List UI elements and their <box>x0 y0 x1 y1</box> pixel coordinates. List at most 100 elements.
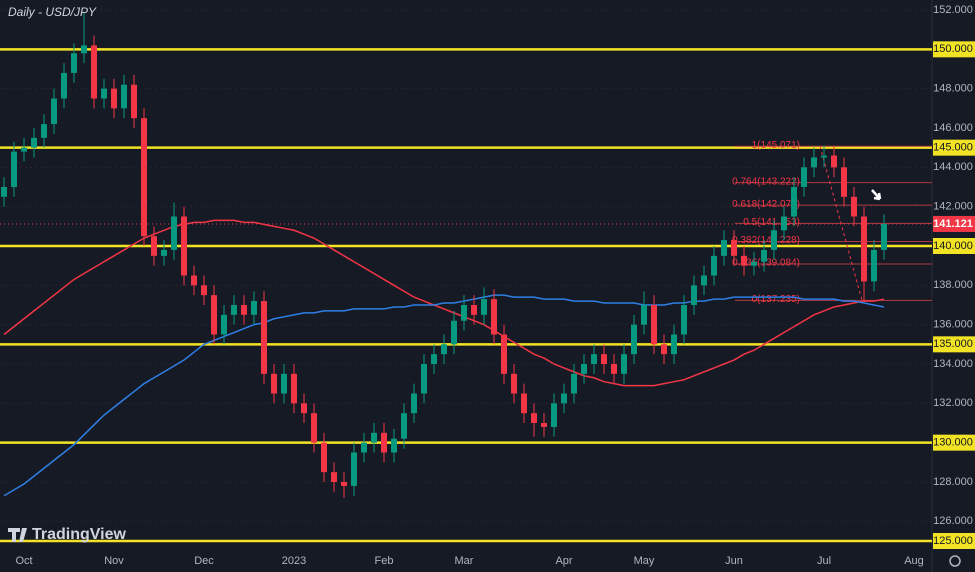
candle-body <box>871 249 877 282</box>
candle-body <box>801 167 807 187</box>
fib-label: 0.5(141.153) <box>743 217 800 228</box>
level-label: 150.000 <box>933 43 973 55</box>
candle-body <box>361 442 367 453</box>
candle-body <box>421 364 427 394</box>
candle-body <box>741 255 747 266</box>
candle-body <box>301 403 307 414</box>
candle-body <box>731 240 737 256</box>
fib-label: 0.236(139.084) <box>732 258 800 269</box>
candle-body <box>131 84 137 119</box>
candle-body <box>221 314 227 335</box>
candle-body <box>71 53 77 73</box>
candle-body <box>581 364 587 374</box>
candle-body <box>791 187 797 217</box>
candle-body <box>881 223 887 250</box>
candle-body <box>471 305 477 315</box>
y-tick-label: 152.000 <box>933 4 973 16</box>
candle-body <box>591 354 597 364</box>
moving-average <box>3 294 885 497</box>
axes: 126.000 128.000 132.000 134.000 136.000 138.0… <box>15 4 975 567</box>
level-label: 125.000 <box>933 535 973 547</box>
y-tick-label: 134.000 <box>933 358 973 370</box>
candle-body <box>101 88 107 99</box>
y-tick-label: 126.000 <box>933 515 973 527</box>
watermark-text: TradingView <box>32 526 127 543</box>
settings-icon[interactable] <box>949 555 961 567</box>
candle-body <box>751 261 757 266</box>
candle-body <box>781 216 787 231</box>
y-tick-label: 144.000 <box>933 161 973 173</box>
candle-body <box>251 301 257 315</box>
grid <box>0 9 932 522</box>
candle-body <box>691 285 697 305</box>
candle-body <box>201 285 207 296</box>
candle-body <box>631 324 637 355</box>
x-tick-label: 2023 <box>282 555 306 567</box>
moving-average <box>3 219 885 387</box>
candle-body <box>611 364 617 374</box>
candle-body <box>511 373 517 394</box>
y-tick-label: 142.000 <box>933 201 973 213</box>
candle-body <box>111 88 117 109</box>
candle-body <box>661 344 667 355</box>
fib-label: 0.382(140.228) <box>732 235 800 246</box>
candle-body <box>371 432 377 443</box>
candle-body <box>761 249 767 262</box>
candle-body <box>81 45 87 54</box>
x-tick-label: Dec <box>194 555 214 567</box>
settings[interactable] <box>949 555 961 567</box>
level-label: 145.000 <box>933 142 973 154</box>
candle-body <box>311 413 317 443</box>
candle-body <box>701 275 707 286</box>
candle-body <box>821 155 827 158</box>
level-label-box <box>933 41 975 58</box>
candle-body <box>11 151 17 187</box>
candle-body <box>291 373 297 404</box>
candle-body <box>441 344 447 355</box>
x-tick-label: Nov <box>104 555 124 567</box>
candle-body <box>531 413 537 423</box>
last-price-box <box>933 215 975 232</box>
candle-body <box>391 438 397 453</box>
candle-body <box>851 196 857 217</box>
candle-body <box>861 216 867 282</box>
x-tick-label: May <box>634 555 655 567</box>
candle-body <box>121 84 127 109</box>
candle-body <box>351 452 357 486</box>
y-tick-label: 148.000 <box>933 83 973 95</box>
candle-body <box>211 295 217 335</box>
candle-body <box>261 301 267 374</box>
candle-body <box>231 305 237 315</box>
level-label-box <box>933 336 975 353</box>
fib-label: 0.618(142.078) <box>732 199 800 210</box>
candles <box>1 11 887 498</box>
fib-label: 0.764(143.222) <box>732 176 800 187</box>
candle-body <box>831 155 837 168</box>
y-tick-label: 146.000 <box>933 122 973 134</box>
candle-body <box>571 373 577 394</box>
candle-body <box>841 167 847 197</box>
candle-body <box>401 413 407 439</box>
candle-body <box>181 216 187 276</box>
candle-body <box>241 305 247 315</box>
level-label: 140.000 <box>933 240 973 252</box>
candle-body <box>431 354 437 364</box>
x-tick-label: Feb <box>375 555 394 567</box>
candle-body <box>641 305 647 325</box>
candle-body <box>91 45 97 99</box>
fib-label: 1(145.071) <box>752 140 800 151</box>
watermark: TradingView <box>8 526 127 543</box>
candle-body <box>341 482 347 486</box>
candle-body <box>141 118 147 237</box>
levels <box>0 48 932 543</box>
candle-body <box>51 98 57 125</box>
candle-body <box>61 72 67 99</box>
fib-label: 0(137.235) <box>752 294 800 305</box>
level-label: 130.000 <box>933 437 973 449</box>
candle-body <box>411 393 417 414</box>
candle-body <box>521 393 527 414</box>
candle-body <box>601 354 607 364</box>
